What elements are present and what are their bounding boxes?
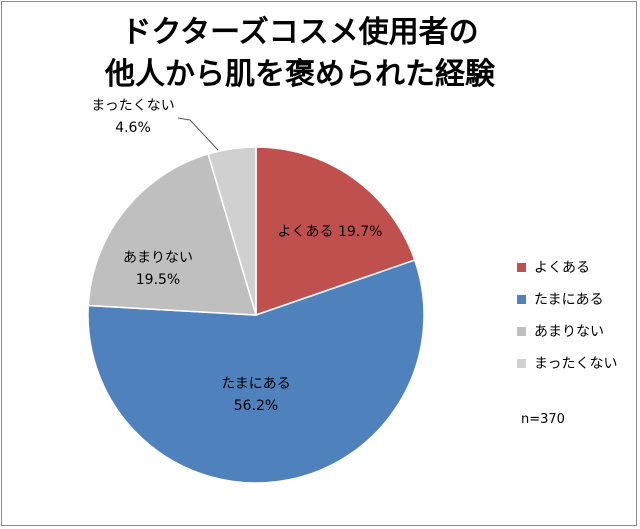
legend-item-rarely: あまりない (517, 321, 604, 341)
data-label-name-sometimes: たまにある (221, 376, 291, 392)
pie-slice-often (255, 146, 416, 317)
legend-swatch-often (517, 262, 526, 272)
legend-swatch-sometimes (517, 294, 526, 304)
legend-label-often: よくある (534, 260, 590, 276)
data-label-often: よくある 19.7% (278, 224, 383, 240)
legend-label-never: まったくない (534, 356, 618, 372)
chart-title-line2: 他人から肌を褒められた経験 (105, 57, 495, 92)
data-label-value-never: 4.6% (115, 120, 151, 136)
leader-line-never (177, 117, 219, 151)
pie-slice-rarely (87, 153, 258, 316)
data-label-name-never: まったくない (91, 98, 174, 114)
legend-label-sometimes: たまにある (534, 292, 604, 308)
legend-swatch-rarely (517, 326, 526, 336)
data-label-name-rarely: あまりない (123, 250, 193, 266)
legend-item-often: よくある (517, 257, 590, 277)
legend-swatch-never (517, 358, 526, 368)
legend-item-never: まったくない (517, 353, 617, 373)
legend-label-rarely: あまりない (534, 324, 604, 340)
pie-slice-sometimes (87, 259, 425, 484)
data-label-value-rarely: 19.5% (136, 272, 180, 288)
legend-item-sometimes: たまにある (517, 289, 604, 309)
pie-slice-never (207, 146, 257, 316)
chart-title-line1: ドクターズコスメ使用者の (121, 15, 479, 50)
sample-size-note: n=370 (521, 412, 565, 427)
data-label-value-sometimes: 56.2% (234, 398, 278, 414)
